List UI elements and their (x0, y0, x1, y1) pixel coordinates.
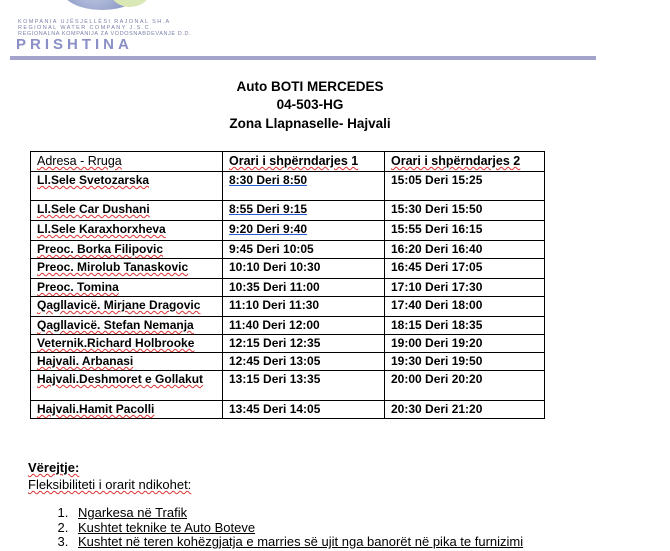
schedule1-cell: 9:45 Deri 10:05 (222, 240, 385, 259)
address-cell: Ll.Sele Svetozarska (30, 171, 223, 201)
schedule1-cell: 13:45 Deri 14:05 (222, 400, 385, 419)
col-header: Adresa - Rruga (30, 151, 223, 172)
col-header: Orari i shpërndarjes 1 (222, 151, 385, 172)
notes-heading: Vërejtje: (28, 460, 80, 475)
list-item: Kushtet në teren kohëzgjatja e marries s… (72, 534, 523, 550)
logo-line1: KOMPANIA UJËSJELLËSI RAJONAL SH.A (18, 19, 171, 25)
table-row: Preoc. Borka Filipovic 9:45 Deri 10:05 16:… (30, 240, 545, 259)
schedule2-cell: 15:30 Deri 15:50 (384, 200, 545, 221)
table-row: Ll.Sele Svetozarska 8:30 Deri 8:50 15:05 D… (30, 171, 545, 201)
table-row: Qagllavicë. Mirjane Dragovic 11:10 Deri 1… (30, 296, 545, 317)
logo-name: PRISHTINA (16, 36, 133, 53)
table-row: Preoc. Mirolub Tanaskovic 10:10 Deri 10:3… (30, 258, 545, 279)
schedule1-cell: 13:15 Deri 13:35 (222, 370, 385, 401)
schedule1-cell: 8:30 Deri 8:50 (222, 171, 385, 201)
address-cell: Preoc. Borka Filipovic (30, 240, 223, 259)
list-item: Kushtet teknike te Auto Boteve (72, 520, 523, 536)
schedule1-cell: 12:15 Deri 12:35 (222, 334, 385, 353)
schedule1-cell: 9:20 Deri 9:40 (222, 220, 385, 241)
schedule1-cell: 10:10 Deri 10:30 (222, 258, 385, 279)
zone-title: Zona Llapnaselle- Hajvali (229, 116, 391, 131)
schedule2-cell: 18:15 Deri 18:35 (384, 316, 545, 335)
schedule1-cell: 8:55 Deri 9:15 (222, 200, 385, 221)
schedule2-cell: 16:45 Deri 17:05 (384, 258, 545, 279)
schedule-table: Adresa - Rruga Orari i shpërndarjes 1 Or… (30, 151, 545, 419)
address-cell: Qagllavicë. Mirjane Dragovic (30, 296, 223, 317)
table-row: Ll.Sele Karaxhorxheva 9:20 Deri 9:40 15:55… (30, 220, 545, 241)
address-cell: Hajvali.Deshmoret e Gollakut (30, 370, 223, 401)
table-row: Ll.Sele Car Dushani 8:55 Deri 9:15 15:30 D… (30, 200, 545, 221)
table-row: Preoc. Tomina 10:35 Deri 11:00 17:10 Deri … (30, 278, 545, 297)
doc-title: Auto BOTI MERCEDES (236, 79, 384, 94)
address-cell: Veternik.Richard Holbrooke (30, 334, 223, 353)
address-cell: Qagllavicë. Stefan Nemanja (30, 316, 223, 335)
table-row: Hajvali.Deshmoret e Gollakut 13:15 Deri 1… (30, 370, 545, 401)
table-row: Qagllavicë. Stefan Nemanja 11:40 Deri 12:… (30, 316, 545, 335)
table-row: Hajvali.Hamit Pacolli 13:45 Deri 14:05 20:… (30, 400, 545, 419)
vehicle-plate: 04-503-HG (276, 97, 344, 112)
schedule1-cell: 11:10 Deri 11:30 (222, 296, 385, 317)
schedule1-cell: 12:45 Deri 13:05 (222, 352, 385, 371)
address-cell: Preoc. Mirolub Tanaskovic (30, 258, 223, 279)
schedule2-cell: 20:30 Deri 21:20 (384, 400, 545, 419)
schedule2-cell: 17:10 Deri 17:30 (384, 278, 545, 297)
table-header: Adresa - Rruga Orari i shpërndarjes 1 Or… (30, 151, 545, 172)
schedule2-cell: 16:20 Deri 16:40 (384, 240, 545, 259)
schedule2-cell: 19:00 Deri 19:20 (384, 334, 545, 353)
logo-line2: REGIONAL WATER COMPANY J.S.C. (18, 25, 153, 31)
schedule2-cell: 15:55 Deri 16:15 (384, 220, 545, 241)
schedule2-cell: 17:40 Deri 18:00 (384, 296, 545, 317)
col-header: Orari i shpërndarjes 2 (384, 151, 545, 172)
address-cell: Hajvali.Hamit Pacolli (30, 400, 223, 419)
logo-leaf (110, 0, 150, 7)
address-cell: Ll.Sele Karaxhorxheva (30, 220, 223, 241)
header-divider (10, 56, 596, 60)
logo-line3: REGIONALNA KOMPANIJA ZA VODOSNABDEVANJE … (18, 31, 192, 37)
notes-list: Ngarkesa në Trafik Kushtet teknike te Au… (30, 505, 523, 550)
schedule2-cell: 19:30 Deri 19:50 (384, 352, 545, 371)
logo-globe (62, 0, 142, 10)
table-row: Hajvali. Arbanasi 12:45 Deri 13:05 19:30 D… (30, 352, 545, 371)
schedule1-cell: 10:35 Deri 11:00 (222, 278, 385, 297)
address-cell: Ll.Sele Car Dushani (30, 200, 223, 221)
schedule2-cell: 15:05 Deri 15:25 (384, 171, 545, 201)
address-cell: Preoc. Tomina (30, 278, 223, 297)
schedule1-cell: 11:40 Deri 12:00 (222, 316, 385, 335)
table-row: Veternik.Richard Holbrooke 12:15 Deri 12:… (30, 334, 545, 353)
address-cell: Hajvali. Arbanasi (30, 352, 223, 371)
list-item: Ngarkesa në Trafik (72, 505, 523, 521)
notes-intro: Fleksibiliteti i orarit ndikohet: (28, 477, 192, 492)
schedule2-cell: 20:00 Deri 20:20 (384, 370, 545, 401)
